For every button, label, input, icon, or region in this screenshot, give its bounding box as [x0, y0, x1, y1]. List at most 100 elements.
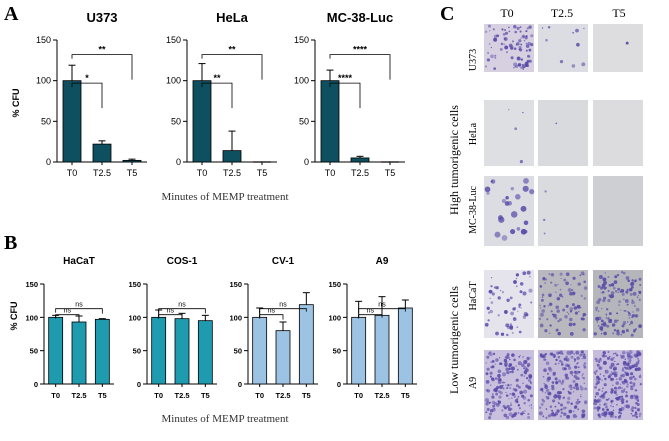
- significance-label: **: [213, 73, 221, 83]
- y-tick-label: 50: [333, 347, 341, 356]
- significance-label: ns: [75, 302, 83, 309]
- significance-bracket: ****: [329, 45, 391, 80]
- bar-t2-5: [174, 318, 190, 385]
- chart-title: HeLa: [216, 10, 249, 25]
- colony-plate-u373-t5: [593, 24, 643, 72]
- y-tick-label: 0: [176, 157, 181, 167]
- significance-label: **: [98, 45, 106, 55]
- x-tick-label: T2.5: [93, 168, 111, 178]
- x-tick-label: T5: [127, 168, 138, 178]
- row-label-u373: U373: [468, 49, 479, 71]
- y-tick-label: 150: [166, 35, 181, 45]
- error-bar-t0: [68, 64, 76, 81]
- y-tick-label: 50: [234, 347, 242, 356]
- x-tick-label: T2.5: [174, 391, 189, 400]
- error-bar-t5: [302, 292, 310, 305]
- row-label-hela: HeLa: [468, 122, 479, 145]
- x-tick-label: T5: [257, 168, 268, 178]
- bar-t0: [320, 80, 340, 163]
- significance-bracket: *: [71, 73, 103, 109]
- x-tick-label: T2.5: [223, 168, 241, 178]
- y-tick-label: 100: [328, 313, 341, 322]
- bar-t5: [94, 318, 110, 385]
- error-bar-t5: [128, 158, 136, 161]
- y-tick-label: 0: [304, 157, 309, 167]
- bar-t2-5: [71, 321, 87, 385]
- x-tick-label: T0: [255, 391, 264, 400]
- error-bar-t2-5: [378, 296, 386, 316]
- significance-label: ****: [353, 45, 368, 55]
- x-tick-label: T2.5: [351, 168, 369, 178]
- error-bar-t0: [198, 63, 206, 81]
- chart-mc-38-luc: MC-38-Luc 0 50 100 150 T0 T2.5 T5 **** ****: [294, 10, 405, 178]
- x-tick-label: T0: [51, 391, 60, 400]
- significance-bracket: ns: [158, 308, 183, 319]
- column-header-t5: T5: [612, 6, 625, 20]
- y-tick-label: 100: [229, 313, 242, 322]
- bar-t5: [397, 307, 413, 385]
- x-tick-label: T0: [67, 168, 78, 178]
- row-label-a9: A9: [468, 377, 479, 389]
- colony-plate-hacat-t0: [484, 270, 534, 338]
- group-label-high: High tumorigenic cells: [447, 105, 461, 215]
- bar-t0: [351, 316, 367, 385]
- x-tick-label: T5: [385, 168, 396, 178]
- significance-bracket: ns: [259, 302, 307, 313]
- y-tick-label: 0: [137, 380, 141, 389]
- y-tick-label: 100: [166, 76, 181, 86]
- x-tick-label: T2.5: [275, 391, 290, 400]
- bar-t2-5: [92, 143, 112, 163]
- colony-plate-u373-t0: [484, 24, 534, 72]
- error-bar-t2-5: [279, 321, 287, 331]
- y-tick-label: 150: [128, 280, 141, 289]
- significance-bracket: ns: [158, 302, 206, 314]
- y-tick-label: 0: [34, 380, 38, 389]
- significance-label: ns: [268, 308, 276, 315]
- significance-label: ****: [338, 73, 353, 83]
- panel-letter-a: A: [4, 3, 19, 25]
- column-header-t0: T0: [500, 6, 513, 20]
- significance-bracket: ns: [55, 308, 80, 319]
- x-tick-label: T5: [98, 391, 107, 400]
- x-tick-label: T5: [302, 391, 311, 400]
- chart-title: HaCaT: [63, 256, 95, 267]
- colony-plate-mc38-t5: [593, 176, 643, 246]
- y-tick-label: 50: [30, 347, 38, 356]
- significance-bracket: **: [71, 45, 133, 80]
- y-tick-label: 150: [294, 35, 309, 45]
- error-bar-t5: [98, 318, 106, 320]
- significance-bracket: **: [201, 45, 263, 80]
- colony-plate-hela-t2-5: [538, 100, 588, 166]
- colony-plate-hacat-t2-5: [538, 270, 588, 338]
- y-tick-label: 50: [41, 116, 51, 126]
- bar-t2-5: [275, 330, 291, 385]
- error-bar-t5: [401, 299, 409, 308]
- colony-plate-hacat-t5: [593, 270, 643, 338]
- bar-t2-5: [222, 150, 242, 163]
- significance-label: ns: [178, 302, 186, 309]
- column-header-t2-5: T2.5: [551, 6, 573, 20]
- y-tick-label: 100: [36, 76, 51, 86]
- colony-plate-mc38-t0: [484, 176, 535, 246]
- bar-t5: [298, 304, 314, 385]
- significance-label: ns: [64, 308, 72, 315]
- chart-title: CV-1: [272, 256, 295, 267]
- bar-t2-5: [350, 157, 370, 163]
- significance-bracket: **: [201, 73, 233, 109]
- panel-letter-b: B: [4, 232, 17, 254]
- chart-title: A9: [376, 256, 389, 267]
- x-tick-label: T2.5: [374, 391, 389, 400]
- chart-title: COS-1: [167, 256, 198, 267]
- significance-bracket: ns: [55, 302, 103, 314]
- significance-bracket: ****: [329, 73, 361, 109]
- colony-plate-a9-t5: [593, 350, 643, 420]
- significance-label: ns: [367, 308, 375, 315]
- y-tick-label: 100: [294, 76, 309, 86]
- y-tick-label: 50: [133, 347, 141, 356]
- significance-label: ns: [378, 302, 386, 309]
- y-tick-label: 150: [25, 280, 38, 289]
- error-bar-t2-5: [98, 140, 106, 145]
- significance-bracket: ns: [358, 302, 406, 313]
